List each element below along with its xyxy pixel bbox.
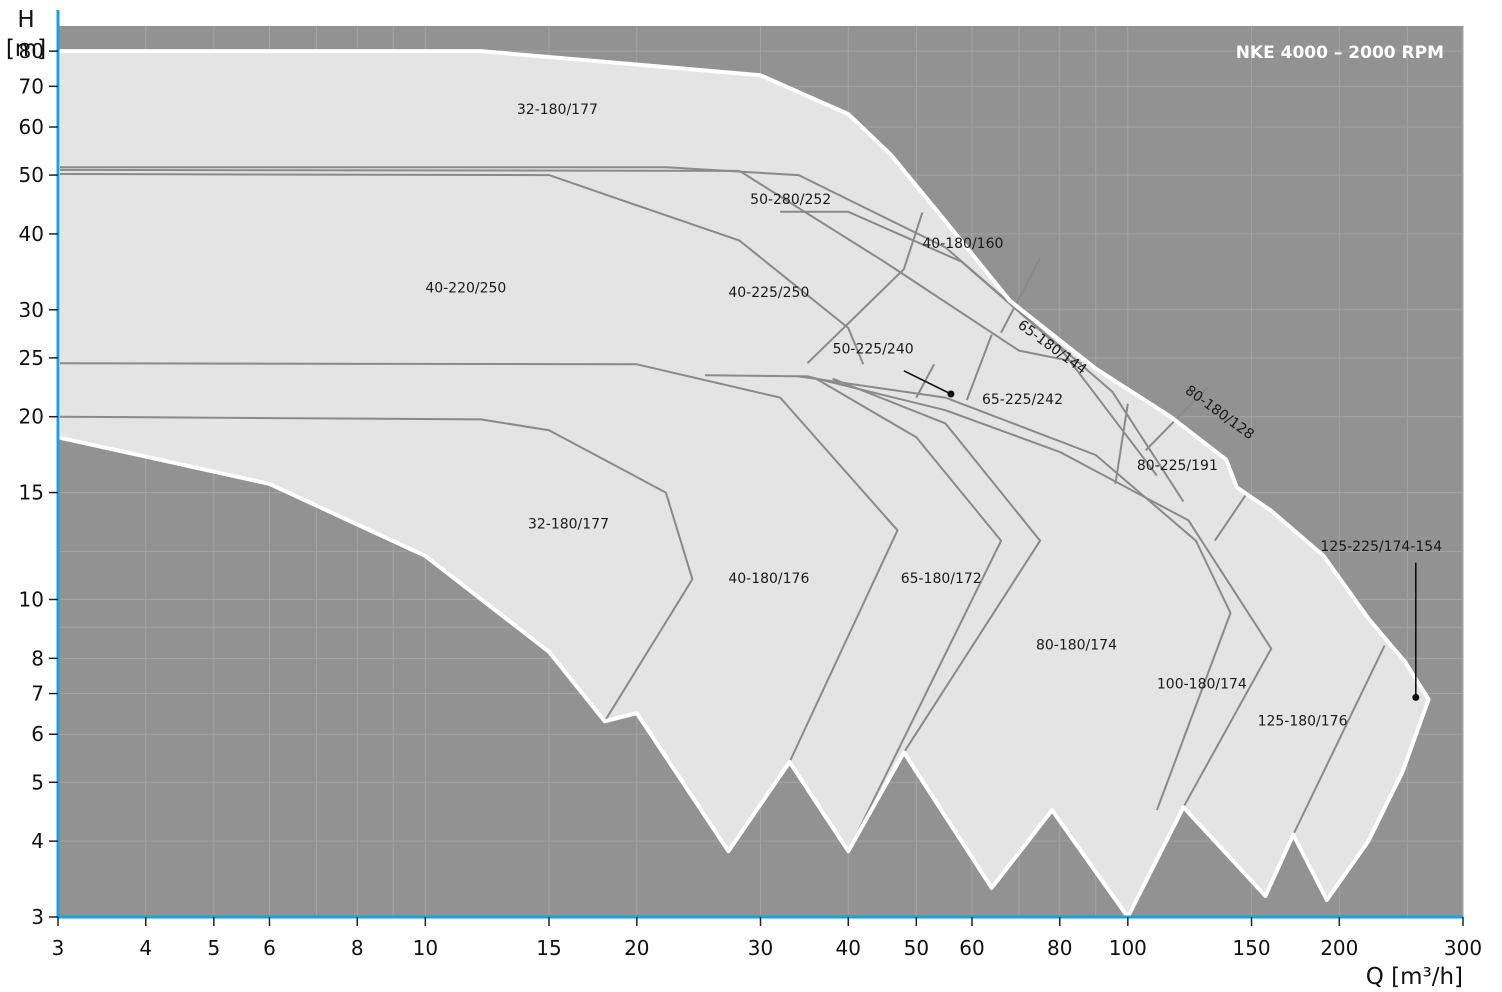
divider-curve	[832, 377, 1042, 753]
x-tick-label: 50	[904, 936, 929, 960]
pump-model-label: 40-180/176	[728, 571, 809, 587]
pump-model-label: 65-225/242	[982, 392, 1063, 408]
y-tick-label: 8	[31, 646, 44, 670]
divider-curve	[58, 166, 1185, 503]
pump-model-label: 40-225/250	[728, 285, 809, 301]
y-tick-label: 5	[31, 770, 44, 794]
x-tick-label: 150	[1232, 936, 1270, 960]
y-tick-label: 40	[19, 222, 44, 246]
divider-curve	[1292, 645, 1386, 836]
divider-curve	[1114, 403, 1129, 485]
x-tick-label: 6	[263, 936, 276, 960]
x-tick-label: 10	[413, 936, 438, 960]
pump-model-label: 100-180/174	[1157, 676, 1247, 692]
y-tick-label: 10	[19, 588, 44, 612]
y-tick-label: 30	[19, 298, 44, 322]
y-axis-ticks: 3 4 5 6 7 8 10 15 20 25 30 40 50 60 70 80	[19, 39, 58, 929]
leader-lines	[903, 370, 1420, 701]
x-tick-label: 30	[748, 936, 773, 960]
x-tick-label: 15	[536, 936, 561, 960]
divider-curve	[780, 210, 1158, 477]
divider-curve	[1144, 386, 1209, 452]
y-tick-label: 20	[19, 405, 44, 429]
x-axis-ticks: 3 4 5 6 8 10 15 20 30 40 50 60 80 100 150 200 300	[52, 917, 1482, 960]
pump-model-label: 50-225/240	[833, 342, 914, 358]
pump-model-label: 50-280/252	[750, 192, 831, 208]
y-tick-label: 60	[19, 115, 44, 139]
divider-curve	[815, 377, 1003, 852]
x-tick-label: 4	[139, 936, 152, 960]
chart-title: NKE 4000 – 2000 RPM	[1236, 43, 1444, 63]
x-tick-label: 300	[1444, 936, 1482, 960]
curve-dividers	[57, 166, 1386, 852]
x-tick-label: 3	[52, 936, 65, 960]
divider-curve	[1000, 257, 1041, 334]
x-tick-label: 20	[624, 936, 649, 960]
divider-curve	[806, 212, 924, 364]
y-tick-label: 50	[19, 163, 44, 187]
x-tick-label: 100	[1109, 936, 1147, 960]
pump-model-label: 125-180/176	[1258, 713, 1348, 729]
y-tick-label: 80	[19, 39, 44, 63]
y-axis-title-symbol: H	[17, 7, 34, 33]
divider-curve	[57, 362, 899, 763]
pump-model-label: 65-180/172	[901, 571, 982, 587]
x-tick-label: 80	[1047, 936, 1072, 960]
leader-dot	[947, 390, 955, 398]
y-tick-label: 70	[19, 74, 44, 98]
pump-model-label: 40-220/250	[425, 281, 506, 297]
divider-curve	[965, 334, 993, 401]
x-tick-label: 40	[836, 936, 861, 960]
leader-line	[903, 370, 952, 395]
y-tick-label: 25	[19, 346, 44, 370]
y-tick-label: 4	[31, 829, 44, 853]
pump-model-label: 32-180/177	[517, 102, 598, 118]
envelope-outline	[56, 49, 1431, 919]
x-tick-label: 8	[351, 936, 364, 960]
x-axis-title: Q [m³/h]	[1366, 964, 1463, 990]
pump-model-label: 80-225/191	[1137, 458, 1218, 474]
divider-curve	[798, 375, 1232, 811]
y-tick-label: 7	[31, 682, 44, 706]
y-tick-label: 3	[31, 905, 44, 929]
y-tick-label: 6	[31, 722, 44, 746]
y-tick-label: 15	[19, 481, 44, 505]
divider-curve	[57, 415, 694, 722]
divider-curve	[57, 173, 865, 365]
x-tick-label: 60	[959, 936, 984, 960]
leader-dot	[1412, 693, 1420, 701]
x-tick-label: 5	[207, 936, 220, 960]
divider-curve	[704, 374, 1273, 808]
y-axis-title-unit: [m]	[6, 36, 46, 62]
pump-model-label: 32-180/177	[528, 516, 609, 532]
divider-curve	[57, 168, 1082, 365]
x-tick-label: 200	[1320, 936, 1358, 960]
pump-model-label: 80-180/174	[1036, 637, 1117, 653]
pump-model-label: 125-225/174-154	[1320, 539, 1442, 555]
pump-model-label: 40-180/160	[922, 236, 1003, 252]
divider-curve	[1213, 492, 1249, 542]
operating-envelope	[58, 51, 1429, 918]
